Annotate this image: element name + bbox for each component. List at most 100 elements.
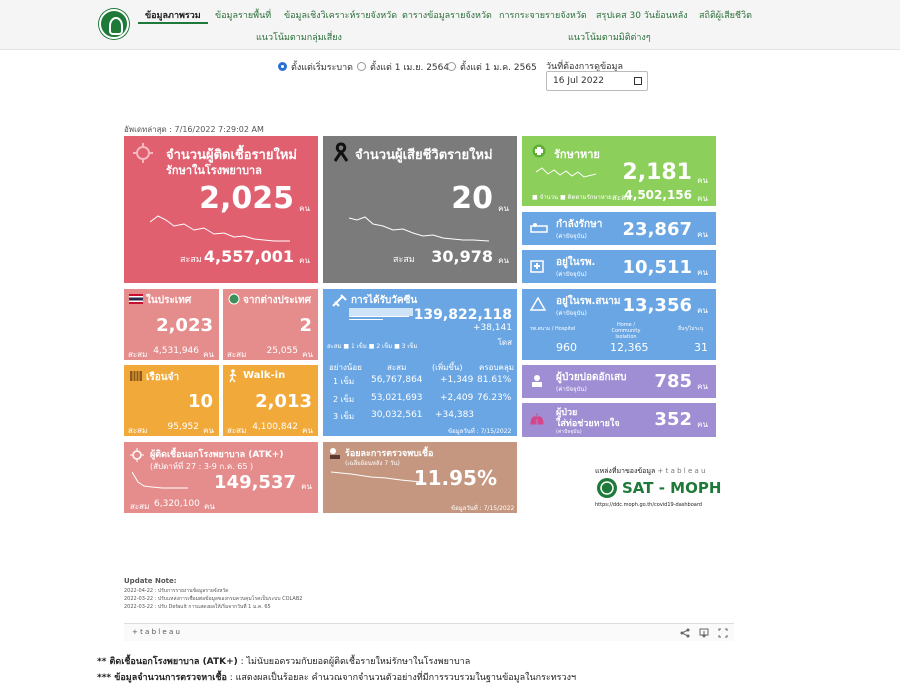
cum-label: สะสม [227, 350, 247, 359]
treating-value: 23,867 [622, 219, 692, 240]
tableau-logo[interactable]: + t a b l e a u [132, 628, 180, 636]
virus-icon [133, 143, 153, 163]
vaccine-header: สะสม [387, 363, 407, 372]
calendar-icon[interactable] [634, 77, 642, 85]
vaccination-total: 139,822,118 [413, 307, 512, 323]
vaccination-tile[interactable]: การได้รับวัคซีน 139,822,118 +38,141 โดส … [323, 289, 517, 436]
positive-rate-tile[interactable]: ร้อยละการตรวจพบเชื้อ (เฉลี่ยย้อนหลัง 7 ว… [323, 442, 517, 513]
walking-person-icon [229, 369, 237, 383]
unit-label: คน [697, 382, 708, 391]
pneumonia-value: 785 [654, 371, 692, 392]
share-icon[interactable] [680, 628, 690, 638]
ribbon-icon [333, 142, 349, 162]
positive-rate-sparkline [331, 471, 421, 483]
prison-title: เรือนจำ [146, 372, 180, 383]
filter-from-apr-2564[interactable]: ตั้งแต่ 1 เม.ย. 2564 [357, 60, 449, 74]
filter-from-start[interactable]: ตั้งแต่เริ่มระบาด [278, 60, 353, 74]
unit-label: คน [697, 176, 708, 185]
vaccine-bar-2 [349, 316, 409, 317]
vaccine-row-coverage: 81.61% [477, 375, 512, 385]
prison-tile[interactable]: เรือนจำ 10 สะสม 95,952 คน [124, 365, 219, 436]
tab-overview[interactable]: ข้อมูลภาพรวม [145, 11, 201, 21]
walkin-tile[interactable]: Walk-in 2,013 สะสม 4,100,842 คน [223, 365, 318, 436]
atk-title: ผู้ติดเชื้อนอกโรงพยาบาล (ATK+) [150, 450, 284, 460]
unit-label: คน [697, 306, 708, 315]
atk-sparkline [132, 471, 188, 489]
other-label: อื่นๆ/ไม่ระบุ [678, 326, 704, 332]
source-label: แหล่งที่มาของข้อมูล + t a b l e a u [595, 467, 706, 475]
new-cases-sparkline [150, 215, 290, 242]
recovered-value: 2,181 [622, 160, 692, 185]
field-hospital-tile[interactable]: อยู่ในรพ.สนาม (ค่าปัจจุบัน) 13,356 คน รพ… [522, 289, 716, 360]
recovered-cum: 4,502,156 [624, 188, 692, 202]
in-hospital-tile[interactable]: อยู่ในรพ. (ค่าปัจจุบัน) 10,511 คน [522, 250, 716, 283]
patient-icon [532, 375, 542, 387]
domestic-tile[interactable]: ในประเทศ 2,023 สะสม 4,531,946 คน [124, 289, 219, 360]
abroad-tile[interactable]: จากต่างประเทศ 2 สะสม 25,055 คน [223, 289, 318, 360]
vaccine-row-delta: +2,409 [440, 393, 474, 403]
filter-label: ตั้งแต่ 1 ม.ค. 2565 [460, 63, 537, 73]
hospital-icon [530, 260, 544, 273]
tab-area[interactable]: ข้อมูลรายพื้นที่ [215, 11, 272, 21]
syringe-icon [332, 294, 347, 307]
unit-label: คน [301, 482, 312, 491]
tab-province-analysis[interactable]: ข้อมูลเชิงวิเคราะห์รายจังหวัด [284, 11, 398, 21]
lungs-icon [530, 413, 544, 425]
tab-risk-trend[interactable]: แนวโน้มตามกลุ่มเสี่ยง [256, 33, 342, 43]
tab-death-stats[interactable]: สถิติผู้เสียชีวิต [699, 11, 752, 21]
moph-logo-icon [597, 478, 617, 498]
pneumonia-tile[interactable]: ผู้ป่วยปอดอักเสบ (ค่าปัจจุบัน) 785 คน [522, 365, 716, 398]
prison-cum: 95,952 [167, 422, 200, 432]
vaccine-header: ครอบคลุม [479, 363, 515, 372]
unit-label: คน [302, 426, 313, 435]
treating-tile[interactable]: กำลังรักษา (ค่าปัจจุบัน) 23,867 คน [522, 212, 716, 245]
source-url[interactable]: https://ddc.moph.go.th/covid19-dashboard [595, 502, 702, 508]
ventilator-subtitle: ใส่ท่อช่วยหายใจ [556, 419, 620, 429]
new-cases-tile[interactable]: จำนวนผู้ติดเชื้อรายใหม่ รักษาในโรงพยาบาล… [124, 136, 318, 283]
unit-label: คน [203, 426, 214, 435]
current-value-note: (ค่าปัจจุบัน) [556, 386, 587, 393]
unit-label: คน [697, 230, 708, 239]
update-note-line: 2022-03-22 : ปรับแหล่งการเชื่อมต่อข้อมูล… [124, 596, 303, 602]
date-value: 16 Jul 2022 [553, 76, 604, 86]
tab-distribution[interactable]: การกระจายรายจังหวัด [499, 11, 587, 21]
current-value-note: (ค่าปัจจุบัน) [556, 271, 587, 278]
ventilator-tile[interactable]: ผู้ป่วย ใส่ท่อช่วยหายใจ (ค่าปัจจุบัน) 35… [522, 403, 716, 437]
vaccine-row-cum: 30,032,561 [371, 410, 423, 420]
last-updated: อัพเดทล่าสุด : 7/16/2022 7:29:02 AM [124, 125, 264, 134]
date-label: วันที่ต้องการดูข้อมูล [546, 62, 623, 72]
date-input[interactable]: 16 Jul 2022 [546, 71, 648, 91]
thai-flag-icon [129, 294, 143, 304]
unit-label: คน [697, 420, 708, 429]
deaths-tile[interactable]: จำนวนผู้เสียชีวิตรายใหม่ 20 คน สะสม 30,9… [323, 136, 517, 283]
tab-30-days[interactable]: สรุปเคส 30 วันย้อนหลัง [596, 11, 688, 21]
new-cases-title: จำนวนผู้ติดเชื้อรายใหม่ [166, 148, 297, 163]
home-isolation-label: Home / Community Isolation [611, 322, 641, 340]
download-icon[interactable] [699, 628, 709, 638]
unit-label: คน [299, 256, 310, 265]
pneumonia-title: ผู้ป่วยปอดอักเสบ [556, 372, 627, 383]
other-value: 31 [694, 341, 708, 354]
moph-logo [99, 9, 129, 39]
deaths-value: 20 [451, 181, 493, 216]
vaccine-bar-1 [349, 308, 413, 316]
filter-from-jan-2565[interactable]: ตั้งแต่ 1 ม.ค. 2565 [447, 60, 537, 74]
lab-test-icon [330, 448, 340, 459]
unit-label: คน [204, 502, 215, 511]
fullscreen-icon[interactable] [718, 628, 728, 638]
treating-title: กำลังรักษา [556, 219, 603, 230]
globe-icon [228, 293, 240, 305]
deaths-cum: 30,978 [431, 247, 493, 266]
recovered-tile[interactable]: รักษาหาย 2,181 คน ■ จำนวน ■ ติดตามรักษาห… [522, 136, 716, 206]
tab-province-table[interactable]: ตารางข้อมูลรายจังหวัด [402, 11, 492, 21]
virus-icon [130, 448, 144, 462]
tab-dimension-trend[interactable]: แนวโน้มตามมิติต่างๆ [568, 33, 651, 43]
field-hospital-value: 13,356 [622, 295, 692, 316]
medical-cross-icon [532, 144, 546, 158]
update-note-title: Update Note: [124, 577, 177, 585]
vaccine-header: (เพิ่มขึ้น) [432, 363, 463, 372]
walkin-title: Walk-in [243, 370, 286, 381]
vaccine-row-dose: 2 เข็ม [333, 395, 355, 404]
filter-label: ตั้งแต่เริ่มระบาด [291, 63, 354, 73]
atk-tile[interactable]: ผู้ติดเชื้อนอกโรงพยาบาล (ATK+) (สัปดาห์ท… [124, 442, 318, 513]
